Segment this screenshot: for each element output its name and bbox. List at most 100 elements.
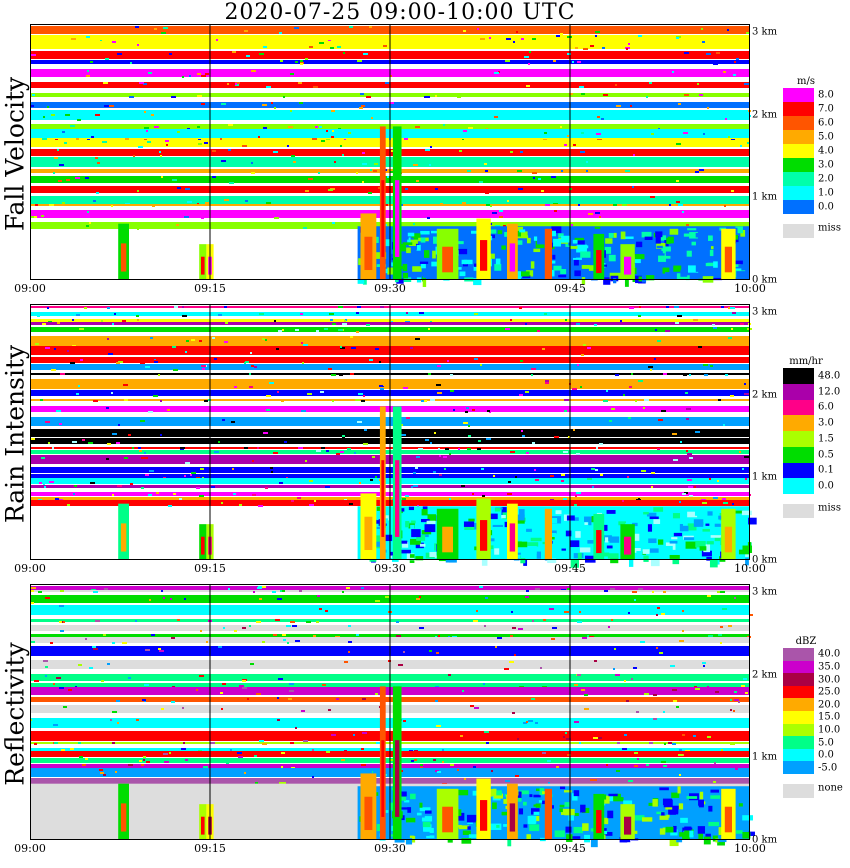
band-speckle bbox=[540, 667, 542, 669]
band-speckle bbox=[435, 700, 438, 702]
echo-pixel bbox=[713, 261, 718, 268]
band-speckle bbox=[288, 698, 292, 700]
band-speckle bbox=[653, 718, 657, 720]
band-speckle bbox=[703, 133, 705, 135]
echo-pixel bbox=[419, 807, 431, 812]
echo-pixel bbox=[605, 537, 609, 543]
band-speckle bbox=[749, 614, 753, 616]
band-speckle bbox=[281, 766, 283, 768]
band-speckle bbox=[485, 597, 488, 599]
band-speckle bbox=[484, 163, 487, 165]
band-speckle bbox=[641, 470, 646, 472]
echo-pixel bbox=[523, 824, 528, 828]
band-speckle bbox=[463, 422, 468, 424]
band-speckle bbox=[171, 701, 175, 703]
band-speckle bbox=[510, 451, 515, 453]
band-speckle bbox=[348, 421, 353, 423]
band-speckle bbox=[616, 105, 621, 107]
band-speckle bbox=[486, 742, 489, 744]
band-speckle bbox=[362, 163, 367, 165]
echo-pixel bbox=[411, 529, 421, 538]
band-speckle bbox=[275, 619, 280, 621]
echo-pixel bbox=[656, 811, 665, 815]
band-speckle bbox=[578, 204, 580, 206]
band-speckle bbox=[518, 459, 523, 461]
band-speckle bbox=[561, 480, 564, 482]
band-speckle bbox=[204, 400, 208, 402]
band-speckle bbox=[164, 761, 169, 763]
echo-pixel bbox=[648, 538, 657, 544]
band-speckle bbox=[239, 685, 244, 687]
echo-pixel bbox=[520, 790, 529, 795]
band-speckle bbox=[529, 51, 531, 53]
band-speckle bbox=[462, 690, 464, 692]
echo-pixel bbox=[620, 231, 626, 240]
band-speckle bbox=[723, 424, 725, 426]
band-speckle bbox=[266, 395, 271, 397]
echo-pixel bbox=[502, 835, 509, 841]
echo-pixel bbox=[507, 838, 512, 847]
band-speckle bbox=[482, 495, 485, 497]
band-speckle bbox=[617, 742, 620, 744]
band-speckle bbox=[95, 114, 100, 116]
band-speckle bbox=[703, 364, 708, 366]
cell-core bbox=[509, 803, 516, 832]
band-speckle bbox=[485, 170, 488, 172]
band-speckle bbox=[425, 149, 430, 151]
band-speckle bbox=[467, 448, 471, 450]
echo-pixel bbox=[610, 787, 615, 796]
band-speckle bbox=[635, 400, 637, 402]
cell-core bbox=[509, 243, 516, 272]
band-speckle bbox=[171, 637, 175, 639]
band-speckle bbox=[82, 764, 86, 766]
echo-pixel bbox=[587, 540, 594, 544]
band-speckle bbox=[622, 500, 624, 502]
band-speckle bbox=[512, 712, 515, 714]
band-speckle bbox=[290, 73, 294, 75]
echo-pixel bbox=[673, 825, 677, 833]
colorbar-swatch bbox=[783, 698, 814, 711]
band-speckle bbox=[96, 192, 99, 194]
echo-pixel bbox=[687, 228, 697, 231]
echo-pixel bbox=[514, 517, 525, 524]
band-speckle bbox=[224, 306, 227, 308]
band-speckle bbox=[632, 591, 637, 593]
band-speckle bbox=[643, 407, 645, 409]
band-speckle bbox=[111, 392, 113, 394]
band-speckle bbox=[361, 764, 366, 766]
echo-pixel bbox=[586, 794, 596, 800]
echo-pixel bbox=[630, 548, 641, 552]
band-speckle bbox=[412, 500, 415, 502]
band-speckle bbox=[670, 665, 675, 667]
cell-core bbox=[120, 243, 127, 272]
band-speckle bbox=[112, 642, 115, 644]
band-speckle bbox=[639, 306, 641, 308]
echo-pixel bbox=[517, 794, 522, 802]
band-speckle bbox=[565, 732, 567, 734]
band-speckle bbox=[60, 373, 65, 375]
band-speckle bbox=[730, 395, 734, 397]
band-speckle bbox=[582, 637, 587, 639]
band-speckle bbox=[117, 485, 122, 487]
colorbar-unit: m/s bbox=[797, 76, 815, 87]
band-speckle bbox=[288, 126, 293, 128]
band-speckle bbox=[679, 640, 684, 642]
band-speckle bbox=[122, 642, 127, 644]
echo-pixel bbox=[645, 275, 655, 281]
echo-pixel bbox=[357, 279, 365, 284]
echo-pixel bbox=[708, 805, 713, 812]
band-speckle bbox=[473, 620, 478, 622]
band-speckle bbox=[53, 172, 55, 174]
band-speckle bbox=[512, 627, 516, 629]
band-speckle bbox=[564, 399, 569, 401]
band-speckle bbox=[107, 338, 109, 340]
echo-pixel bbox=[601, 830, 608, 835]
band-speckle bbox=[519, 394, 523, 396]
echo-pixel bbox=[514, 226, 524, 231]
echo-pixel bbox=[642, 817, 653, 822]
band-speckle bbox=[143, 756, 146, 758]
band-speckle bbox=[291, 500, 294, 502]
band-speckle bbox=[436, 384, 441, 386]
echo-pixel bbox=[418, 528, 425, 532]
band-speckle bbox=[579, 86, 584, 88]
